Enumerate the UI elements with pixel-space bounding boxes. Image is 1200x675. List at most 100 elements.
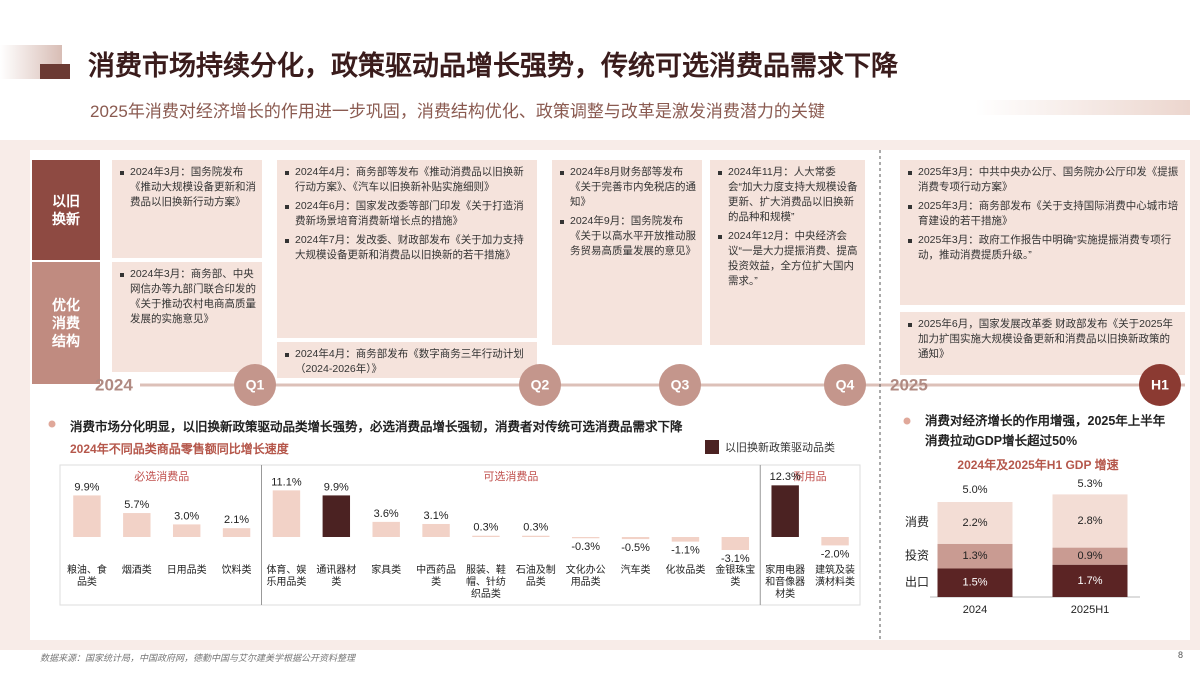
- row-label: 以旧换新: [52, 193, 80, 227]
- policy-item: 2024年6月：国家发改委等部门印发《关于打造消费新场景培育消费新增长点的措施》: [283, 199, 531, 229]
- chart-title: 2024年及2025年H1 GDP 增速: [957, 457, 1118, 472]
- category-label: 粮油、食品类: [67, 563, 107, 588]
- policy-box: 2024年8月财务部等发布《关于完善市内免税店的通知》 2024年9月：国务院发布…: [552, 160, 702, 345]
- period-marker: [234, 364, 276, 406]
- chart-title: 2024年不同品类商品零售额同比增长速度: [70, 442, 289, 456]
- category-label: 文化办公用品类: [566, 563, 606, 588]
- bar: [73, 495, 101, 537]
- bar-segment: [1052, 494, 1128, 548]
- policy-item: 2024年7月：发改委、财政部发布《关于加力支持大规模设备更新和消费品以旧换新的…: [283, 233, 531, 263]
- bullet: [903, 417, 911, 425]
- policy-list: 2024年3月：商务部、中央网信办等九部门联合印发的《关于推动农村电商高质量发展…: [118, 267, 256, 327]
- segment-label: 1.5%: [962, 577, 987, 589]
- value-label: 9.9%: [74, 481, 99, 493]
- category-label: 中西药品类: [416, 563, 456, 588]
- decor: [40, 64, 70, 79]
- bar: [322, 495, 351, 537]
- bar: [172, 524, 201, 537]
- value-label: 9.9%: [324, 481, 349, 493]
- period-label: Q1: [246, 377, 265, 393]
- policy-list: 2024年3月：国务院发布《推动大规模设备更新和消费品以旧换新行动方案》: [118, 165, 256, 210]
- segment-label: 2.8%: [1077, 515, 1102, 527]
- period-marker: [824, 364, 866, 406]
- year-label: 2024: [95, 375, 133, 394]
- series-label: 出口: [905, 575, 929, 589]
- bar: [472, 535, 500, 537]
- period-label: Q3: [671, 377, 690, 393]
- year-label: 2025: [890, 375, 928, 394]
- category-label: 2024: [963, 604, 987, 616]
- policy-list: 2024年11月：人大常委会“加大力度支持大规模设备更新、扩大消费品以旧换新的品…: [716, 165, 859, 289]
- policy-item: 2025年6月，国家发展改革委 财政部发布《关于2025年加力扩围实施大规模设备…: [906, 317, 1179, 362]
- category-label: 汽车类: [621, 563, 651, 576]
- category-label: 日用品类: [167, 563, 207, 576]
- value-label: 3.1%: [424, 510, 449, 522]
- policy-item: 2024年3月：商务部、中央网信办等九部门联合印发的《关于推动农村电商高质量发展…: [118, 267, 256, 327]
- value-label: -1.1%: [671, 545, 700, 557]
- policy-box: 2024年4月：商务部等发布《推动消费品以旧换新行动方案》、《汽车以旧换新补贴实…: [277, 160, 537, 338]
- policy-list: 2025年6月，国家发展改革委 财政部发布《关于2025年加力扩围实施大规模设备…: [906, 317, 1179, 362]
- category-label: 烟酒类: [122, 563, 152, 576]
- policy-item: 2025年3月：政府工作报告中明确“实施提振消费专项行动，推动消费提质升级。”: [906, 233, 1179, 263]
- bar: [571, 537, 600, 539]
- policy-box: 2024年3月：商务部、中央网信办等九部门联合印发的《关于推动农村电商高质量发展…: [112, 262, 262, 372]
- subtitle: 2025年消费对经济增长的作用进一步巩固，消费结构优化、政策调整与改革是激发消费…: [90, 102, 825, 121]
- policy-item: 2024年3月：国务院发布《推动大规模设备更新和消费品以旧换新行动方案》: [118, 165, 256, 210]
- plot-frame: [59, 464, 861, 606]
- bar: [422, 523, 450, 537]
- policy-item: 2025年3月：商务部发布《关于支持国际消费中心城市培育建设的若干措施》: [906, 199, 1179, 229]
- decor: [975, 100, 1190, 115]
- chart-heading: 消费市场分化明显，以旧换新政策驱动品类增长强势，必选消费品增长强韧，消费者对传统…: [70, 420, 683, 434]
- category-label: 体育、娱乐用品类: [266, 563, 306, 588]
- bar: [123, 513, 151, 537]
- bar: [222, 528, 251, 537]
- period-marker: [659, 364, 701, 406]
- chart-heading: 消费对经济增长的作用增强，2025年上半年消费拉动GDP增长超过50%: [925, 414, 1166, 448]
- value-label: 3.0%: [174, 510, 199, 522]
- group-label: 可选消费品: [483, 469, 538, 483]
- category-label: 家用电器和音像器材类: [765, 563, 805, 600]
- page-number: 8: [1178, 650, 1184, 660]
- bar: [522, 535, 550, 537]
- bar: [771, 485, 799, 537]
- segment-label: 2.2%: [962, 517, 987, 529]
- segment-label: 1.7%: [1077, 575, 1102, 587]
- total-label: 5.3%: [1077, 478, 1102, 490]
- group-label: 耐用品: [794, 470, 827, 483]
- policy-list: 2024年4月：商务部发布《数字商务三年行动计划（2024-2026年）》: [283, 347, 531, 377]
- title: 消费市场持续分化，政策驱动品增长强势，传统可选消费品需求下降: [88, 51, 898, 81]
- series-label: 消费: [905, 515, 929, 529]
- row-label-box: 以旧换新: [32, 160, 100, 260]
- total-label: 5.0%: [962, 484, 987, 496]
- value-label: 12.3%: [770, 471, 801, 483]
- policy-box: 2024年3月：国务院发布《推动大规模设备更新和消费品以旧换新行动方案》: [112, 160, 262, 258]
- row-label: 优化消费结构: [52, 297, 80, 349]
- value-label: 3.6%: [374, 508, 399, 520]
- bar-segment: [1052, 564, 1128, 597]
- policy-box: 2024年4月：商务部发布《数字商务三年行动计划（2024-2026年）》: [277, 342, 537, 378]
- segment-label: 0.9%: [1077, 550, 1102, 562]
- policy-list: 2024年8月财务部等发布《关于完善市内免税店的通知》 2024年9月：国务院发布…: [558, 165, 696, 259]
- category-label: 2025H1: [1071, 604, 1110, 616]
- value-label: 0.3%: [523, 522, 548, 534]
- category-label: 化妆品类: [665, 563, 705, 576]
- policy-item: 2024年8月财务部等发布《关于完善市内免税店的通知》: [558, 165, 696, 210]
- segment-label: 1.3%: [962, 550, 987, 562]
- bar: [372, 521, 400, 537]
- policy-box: 2024年11月：人大常委会“加大力度支持大规模设备更新、扩大消费品以旧换新的品…: [710, 160, 865, 345]
- bar-segment: [937, 543, 1013, 569]
- bar: [621, 537, 650, 540]
- policy-list: 2024年4月：商务部等发布《推动消费品以旧换新行动方案》、《汽车以旧换新补贴实…: [283, 165, 531, 263]
- bullet: [48, 420, 56, 428]
- policy-item: 2024年4月：商务部发布《数字商务三年行动计划（2024-2026年）》: [283, 347, 531, 377]
- period-marker: [1139, 364, 1181, 406]
- source: 数据来源：国家统计局，中国政府网，德勤中国与艾尔建美学根据公开资料整理: [40, 653, 356, 663]
- period-label: Q2: [531, 377, 550, 393]
- bar: [721, 537, 750, 551]
- policy-item: 2025年3月：中共中央办公厅、国务院办公厅印发《提振消费专项行动方案》: [906, 165, 1179, 195]
- category-label: 石油及制品类: [516, 563, 556, 588]
- value-label: -0.5%: [621, 542, 650, 554]
- value-label: 5.7%: [124, 499, 149, 511]
- bar-segment: [937, 568, 1013, 597]
